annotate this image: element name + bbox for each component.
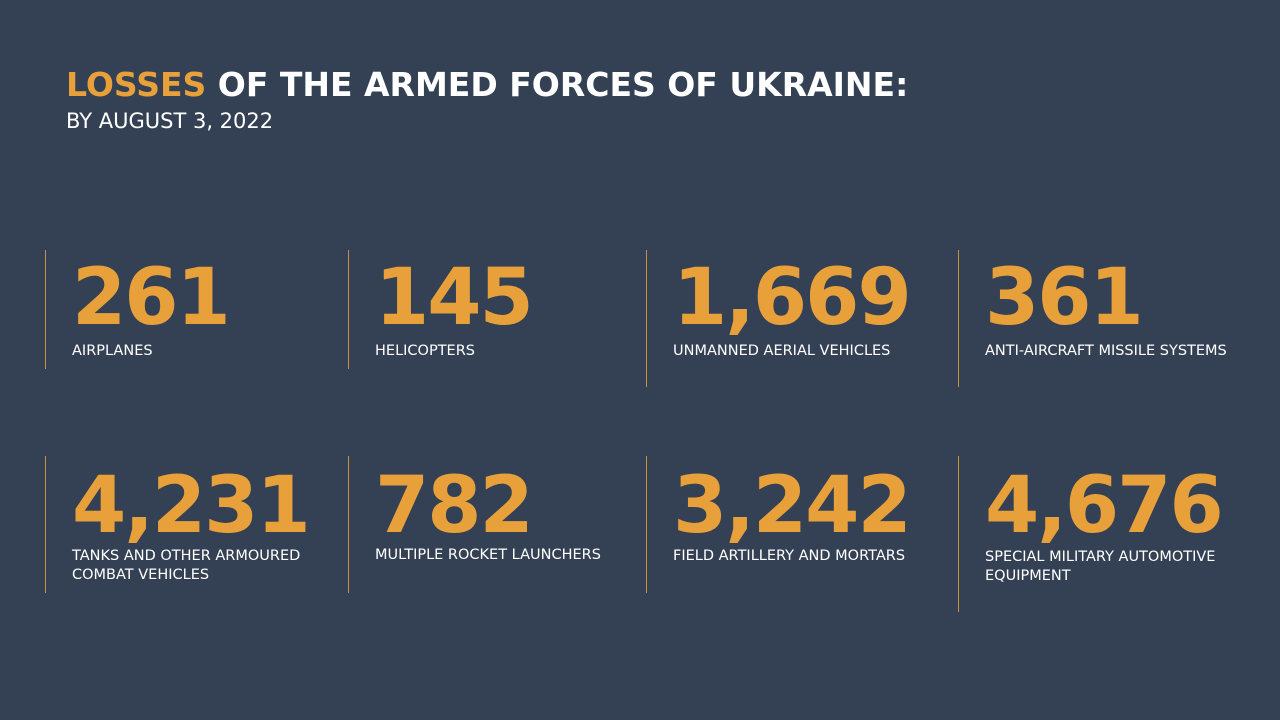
page-subtitle: BY AUGUST 3, 2022 xyxy=(66,109,274,133)
stat-label: FIELD ARTILLERY AND MORTARS xyxy=(673,548,906,564)
stat-label: AIRPLANES xyxy=(72,343,153,359)
header: LOSSES OF THE ARMED FORCES OF UKRAINE: B… xyxy=(66,66,908,134)
stat-value: 782 xyxy=(375,461,534,551)
stat-label: HELICOPTERS xyxy=(375,343,475,359)
title-rest: OF THE ARMED FORCES OF UKRAINE: xyxy=(206,65,909,104)
stat-value: 145 xyxy=(375,253,534,343)
stat-value: 4,231 xyxy=(72,461,311,551)
page-title: LOSSES OF THE ARMED FORCES OF UKRAINE: xyxy=(66,66,908,104)
stat-artillery: 3,242 FIELD ARTILLERY AND MORTARS xyxy=(646,456,946,593)
stat-label: SPECIAL MILITARY AUTOMOTIVE EQUIPMENT xyxy=(985,549,1216,584)
stat-value: 361 xyxy=(985,253,1144,343)
stat-value: 3,242 xyxy=(673,461,912,551)
stat-label: ANTI-AIRCRAFT MISSILE SYSTEMS xyxy=(985,343,1227,359)
stat-automotive: 4,676 SPECIAL MILITARY AUTOMOTIVE EQUIPM… xyxy=(958,456,1268,612)
stat-airplanes: 261 AIRPLANES xyxy=(45,250,335,369)
stat-label: TANKS AND OTHER ARMOURED COMBAT VEHICLES xyxy=(72,548,301,583)
stat-value: 261 xyxy=(72,253,231,343)
stat-rocket-launchers: 782 MULTIPLE ROCKET LAUNCHERS xyxy=(348,456,638,593)
stat-label: MULTIPLE ROCKET LAUNCHERS xyxy=(375,547,601,563)
stat-uav: 1,669 UNMANNED AERIAL VEHICLES xyxy=(646,250,946,387)
stat-label: UNMANNED AERIAL VEHICLES xyxy=(673,343,891,359)
stat-anti-aircraft: 361 ANTI-AIRCRAFT MISSILE SYSTEMS xyxy=(958,250,1268,387)
stat-helicopters: 145 HELICOPTERS xyxy=(348,250,633,369)
stat-tanks: 4,231 TANKS AND OTHER ARMOURED COMBAT VE… xyxy=(45,456,335,593)
stat-value: 4,676 xyxy=(985,461,1224,551)
title-accent: LOSSES xyxy=(66,65,207,104)
stat-value: 1,669 xyxy=(673,253,912,343)
